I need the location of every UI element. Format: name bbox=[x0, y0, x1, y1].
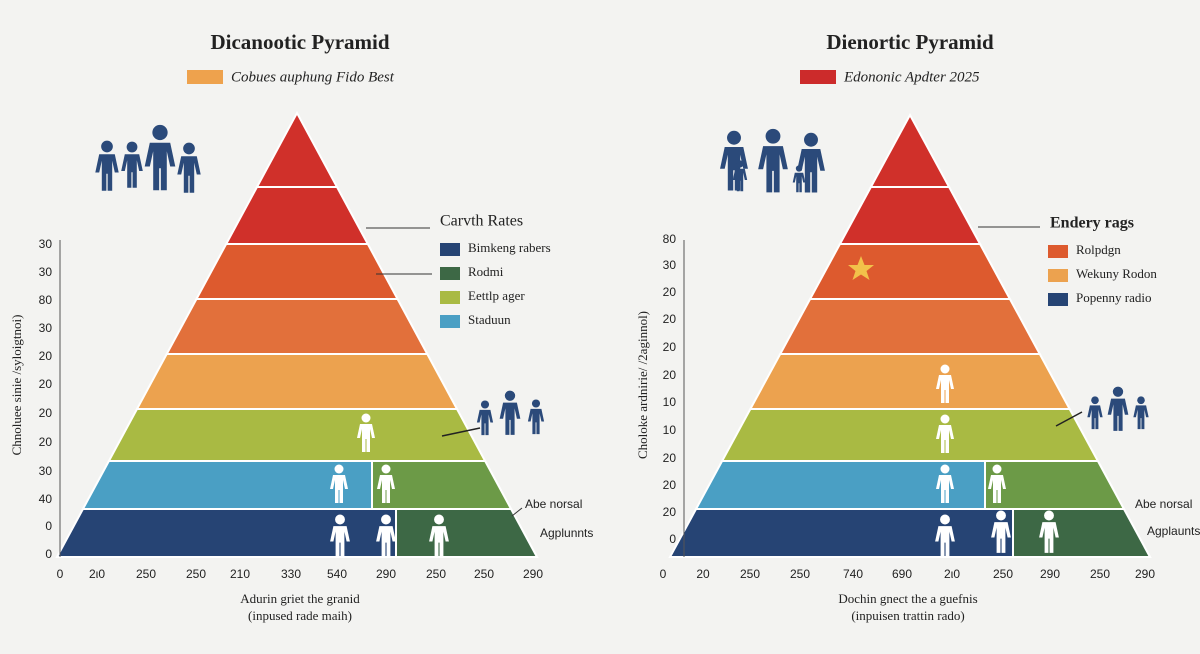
y-tick-label: 20 bbox=[663, 340, 677, 354]
pyramid-layer bbox=[808, 243, 1012, 300]
legend-swatch bbox=[440, 291, 460, 304]
y-tick-label: 10 bbox=[663, 395, 677, 409]
pyramid-layer bbox=[194, 243, 400, 300]
x-tick-label: 740 bbox=[843, 567, 863, 581]
pyramid-layer bbox=[165, 298, 429, 355]
y-tick-label: 30 bbox=[39, 265, 53, 279]
note: Agplaunts bbox=[1147, 524, 1200, 538]
x-tick-label: 290 bbox=[1135, 567, 1155, 581]
pyramid-layer bbox=[869, 112, 951, 188]
pyramid-layer bbox=[748, 353, 1072, 410]
pointer bbox=[1055, 411, 1083, 427]
y-tick-label: 80 bbox=[39, 293, 53, 307]
legend-label: Bimkeng rabers bbox=[468, 240, 551, 255]
y-tick-label: 20 bbox=[663, 478, 677, 492]
x-tick-label: 0 bbox=[660, 567, 667, 581]
y-tick-label: 20 bbox=[663, 285, 677, 299]
y-tick-label: 30 bbox=[39, 464, 53, 478]
y-tick-label: 80 bbox=[663, 232, 677, 246]
pyramid-layer bbox=[1012, 508, 1152, 558]
y-tick-label: 0 bbox=[45, 547, 52, 561]
y-tick-label: 20 bbox=[663, 505, 677, 519]
legend-title: Endery rags bbox=[1050, 215, 1134, 232]
x-tick-label: 210 bbox=[230, 567, 250, 581]
pointer bbox=[441, 427, 481, 437]
y-tick-label: 20 bbox=[663, 312, 677, 326]
x-tick-label: 690 bbox=[892, 567, 912, 581]
title: Dienortic Pyramid bbox=[826, 30, 994, 54]
legend-swatch bbox=[800, 70, 836, 84]
legend-label: Eettlp ager bbox=[468, 288, 525, 303]
x-tick-label: 250 bbox=[1090, 567, 1110, 581]
legend-swatch bbox=[440, 267, 460, 280]
legend-label: Rodmi bbox=[468, 264, 504, 279]
x-tick-label: 250 bbox=[790, 567, 810, 581]
y-tick-label: 0 bbox=[669, 532, 676, 546]
note: Abe norsal bbox=[525, 497, 582, 511]
y-tick-label: 20 bbox=[39, 435, 53, 449]
pyramid-layer bbox=[984, 460, 1126, 510]
x-tick-label: 250 bbox=[993, 567, 1013, 581]
legend-swatch bbox=[1048, 269, 1068, 282]
x-tick-label: 2ι0 bbox=[944, 567, 960, 581]
y-tick-label: 0 bbox=[45, 519, 52, 533]
x-label: (inpuisen trattin rado) bbox=[851, 608, 964, 623]
title: Dicanootic Pyramid bbox=[210, 30, 389, 54]
x-tick-label: 250 bbox=[426, 567, 446, 581]
x-label: Dochin gnect the a guefnis bbox=[838, 591, 977, 606]
star-icon bbox=[848, 256, 874, 280]
x-tick-label: 290 bbox=[1040, 567, 1060, 581]
x-tick-label: 290 bbox=[376, 567, 396, 581]
y-label: Chnoluee sinie /syloigtnoi) bbox=[9, 315, 24, 456]
legend-label: Wekuny Rodon bbox=[1076, 266, 1157, 281]
legend-label: Popenny radio bbox=[1076, 290, 1151, 305]
pyramid-layer bbox=[107, 408, 487, 462]
y-tick-label: 30 bbox=[39, 237, 53, 251]
y-tick-label: 20 bbox=[39, 349, 53, 363]
legend-swatch bbox=[1048, 293, 1068, 306]
x-tick-label: 250 bbox=[136, 567, 156, 581]
pyramid-layer bbox=[395, 508, 539, 558]
legend-label: Staduun bbox=[468, 312, 511, 327]
note: Agplunnts bbox=[540, 526, 593, 540]
pyramid-layer bbox=[838, 186, 982, 245]
y-tick-label: 30 bbox=[39, 321, 53, 335]
x-tick-label: 2ι0 bbox=[89, 567, 105, 581]
legend-swatch bbox=[440, 243, 460, 256]
y-tick-label: 20 bbox=[39, 377, 53, 391]
x-tick-label: 250 bbox=[740, 567, 760, 581]
pyramid-layer bbox=[778, 298, 1042, 355]
y-tick-label: 40 bbox=[39, 492, 53, 506]
x-tick-label: 20 bbox=[696, 567, 710, 581]
pyramid-layer bbox=[255, 110, 339, 188]
pyramids bbox=[55, 110, 1152, 558]
legend-swatch bbox=[1048, 245, 1068, 258]
pyramid-layer bbox=[135, 353, 459, 410]
x-tick-label: 330 bbox=[281, 567, 301, 581]
x-tick-label: 250 bbox=[474, 567, 494, 581]
note: Abe norsal bbox=[1135, 497, 1192, 511]
x-label: Adurin griet the granid bbox=[240, 591, 360, 606]
pyramid-layer bbox=[224, 186, 370, 245]
y-tick-label: 30 bbox=[663, 258, 677, 272]
subtitle: Cobues auphung Fido Best bbox=[231, 69, 395, 85]
subtitle: Edononic Apdter 2025 bbox=[843, 69, 980, 85]
y-tick-label: 20 bbox=[39, 406, 53, 420]
legend-title: Carvth Rates bbox=[440, 213, 523, 230]
x-label: (inpused rade maih) bbox=[248, 608, 352, 623]
x-tick-label: 540 bbox=[327, 567, 347, 581]
legend-swatch bbox=[187, 70, 223, 84]
y-label: Choloke ardnirie/ /2aginnol) bbox=[635, 311, 650, 459]
legend-swatch bbox=[440, 315, 460, 328]
y-tick-label: 20 bbox=[663, 368, 677, 382]
y-tick-label: 20 bbox=[663, 451, 677, 465]
pointer bbox=[511, 507, 523, 517]
x-tick-label: 290 bbox=[523, 567, 543, 581]
y-tick-label: 10 bbox=[663, 423, 677, 437]
legend-label: Rolpdgn bbox=[1076, 242, 1121, 257]
x-tick-label: 250 bbox=[186, 567, 206, 581]
pyramid-layer bbox=[720, 408, 1100, 462]
x-tick-label: 0 bbox=[57, 567, 64, 581]
